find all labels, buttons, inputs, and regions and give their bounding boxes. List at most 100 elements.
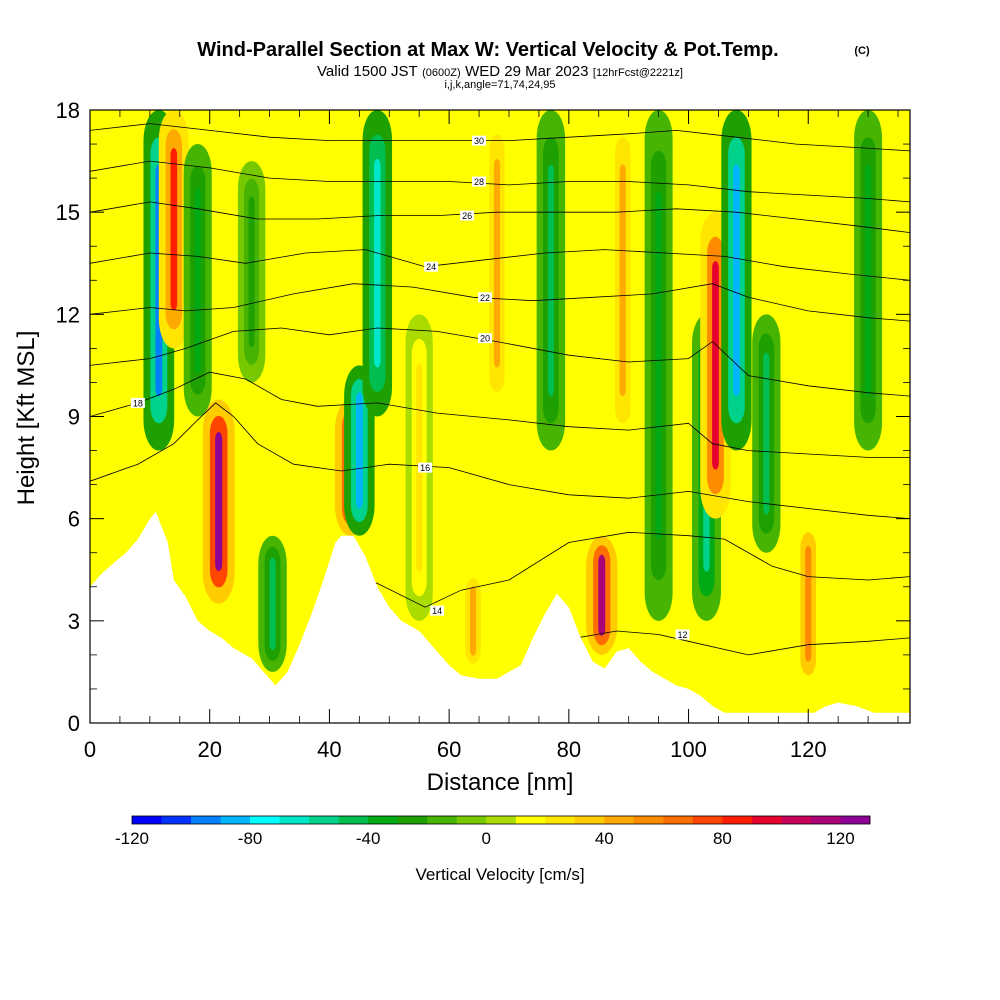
colorbar-segment — [309, 816, 340, 824]
x-tick-label: 120 — [790, 737, 827, 762]
y-tick-label: 12 — [56, 302, 80, 327]
velocity-band — [763, 352, 770, 515]
theta-label-box — [675, 629, 690, 640]
colorbar-segment — [545, 816, 576, 824]
velocity-band — [248, 196, 255, 348]
colorbar-segment — [722, 816, 753, 824]
theta-contour-line — [90, 371, 910, 458]
colorbar-segment — [338, 816, 369, 824]
chart-subtitle: Valid 1500 JST (0600Z) WED 29 Mar 2023 [… — [317, 63, 683, 80]
y-tick-label: 0 — [68, 711, 80, 736]
colorbar-frame — [131, 815, 871, 825]
colorbar-segment — [368, 816, 399, 824]
chart-title: Wind-Parallel Section at Max W: Vertical… — [197, 39, 778, 61]
colorbar-segment — [486, 816, 517, 824]
plot-area: 12 14 16 18 20 22 24 26 28 30 — [90, 110, 910, 723]
theta-contour-line — [90, 283, 910, 322]
theta-label: 20 — [480, 334, 490, 344]
colorbar-segment — [515, 816, 546, 824]
theta-label-box — [130, 397, 145, 408]
colorbar-segment — [191, 816, 221, 824]
colorbar-tick-label: 0 — [482, 829, 491, 848]
velocity-band — [655, 191, 662, 540]
colorbar-segment — [692, 816, 723, 824]
y-tick-label: 18 — [56, 98, 80, 123]
colorbar-segment — [132, 816, 162, 824]
theta-contour-line — [90, 201, 910, 233]
x-tick-label: 20 — [197, 737, 221, 762]
velocity-band — [712, 261, 719, 470]
colorbar-segment — [751, 816, 782, 824]
colorbar-segment — [397, 816, 428, 824]
colorbar-segment — [663, 816, 694, 824]
theta-label: 14 — [432, 606, 442, 616]
theta-contour-line — [90, 123, 910, 152]
theta-contour-line — [556, 630, 910, 656]
axes: 0 20 40 60 80 100 120 0 3 6 9 12 15 18 — [56, 98, 910, 762]
theta-label-box — [478, 292, 493, 303]
colorbar: -120 -80 -40 0 40 80 120 — [115, 815, 871, 848]
colorbar-tick-label: 120 — [826, 829, 854, 848]
theta-contour-line — [90, 160, 910, 203]
copyright-mark: (C) — [854, 45, 870, 57]
x-tick-label: 80 — [557, 737, 581, 762]
velocity-band — [170, 148, 178, 311]
x-tick-label: 0 — [84, 737, 96, 762]
index-info: i,j,k,angle=71,74,24,95 — [444, 79, 555, 91]
theta-label-box — [430, 605, 445, 616]
colorbar-tick-label: -40 — [356, 829, 381, 848]
colorbar-tick-label: -80 — [238, 829, 263, 848]
velocity-band — [374, 159, 381, 368]
theta-contours: 12 14 16 18 20 22 24 26 28 30 — [90, 123, 910, 656]
velocity-band — [547, 164, 555, 397]
theta-label-box — [424, 261, 439, 272]
x-axis-title: Distance [nm] — [427, 769, 574, 796]
theta-contour-line — [90, 249, 910, 281]
velocity-band — [619, 164, 626, 397]
colorbar-tick-label: -120 — [115, 829, 149, 848]
colorbar-segment — [456, 816, 487, 824]
velocity-band — [493, 159, 501, 368]
colorbar-segment — [781, 816, 812, 824]
velocity-band — [805, 545, 812, 662]
theta-label-box — [478, 333, 493, 344]
x-tick-label: 100 — [670, 737, 707, 762]
velocity-band — [269, 557, 276, 651]
theta-label-box — [472, 135, 487, 146]
colorbar-segment — [161, 816, 192, 824]
theta-label-box — [472, 176, 487, 187]
y-tick-label: 9 — [68, 405, 80, 430]
velocity-band — [469, 586, 477, 656]
y-axis-title: Height [Kft MSL] — [13, 331, 40, 506]
theta-label: 30 — [474, 136, 484, 146]
theta-label-box — [460, 210, 475, 221]
theta-label: 12 — [678, 630, 688, 640]
velocity-band — [355, 392, 363, 509]
theta-contour-line — [329, 531, 910, 608]
colorbar-segment — [279, 816, 310, 824]
theta-label: 24 — [426, 262, 436, 272]
theta-label: 26 — [462, 211, 472, 221]
velocity-band — [598, 554, 606, 636]
theta-contour-line — [90, 402, 910, 520]
y-tick-label: 6 — [68, 507, 80, 532]
y-tick-label: 3 — [68, 609, 80, 634]
colorbar-segment — [810, 816, 841, 824]
velocity-band — [215, 432, 223, 572]
colorbar-tick-label: 80 — [713, 829, 732, 848]
y-tick-label: 15 — [56, 200, 80, 225]
theta-label-box — [418, 462, 433, 473]
theta-label: 28 — [474, 177, 484, 187]
colorbar-segment — [250, 816, 280, 824]
colorbar-segment — [633, 816, 664, 824]
colorbar-title: Vertical Velocity [cm/s] — [415, 865, 584, 884]
theta-contour-line — [90, 327, 910, 397]
colorbar-segment — [574, 816, 605, 824]
velocity-band — [733, 164, 740, 397]
velocity-band — [865, 164, 872, 397]
colorbar-tick-label: 40 — [595, 829, 614, 848]
x-tick-label: 60 — [437, 737, 461, 762]
colorbar-segment — [220, 816, 251, 824]
x-tick-label: 40 — [317, 737, 341, 762]
